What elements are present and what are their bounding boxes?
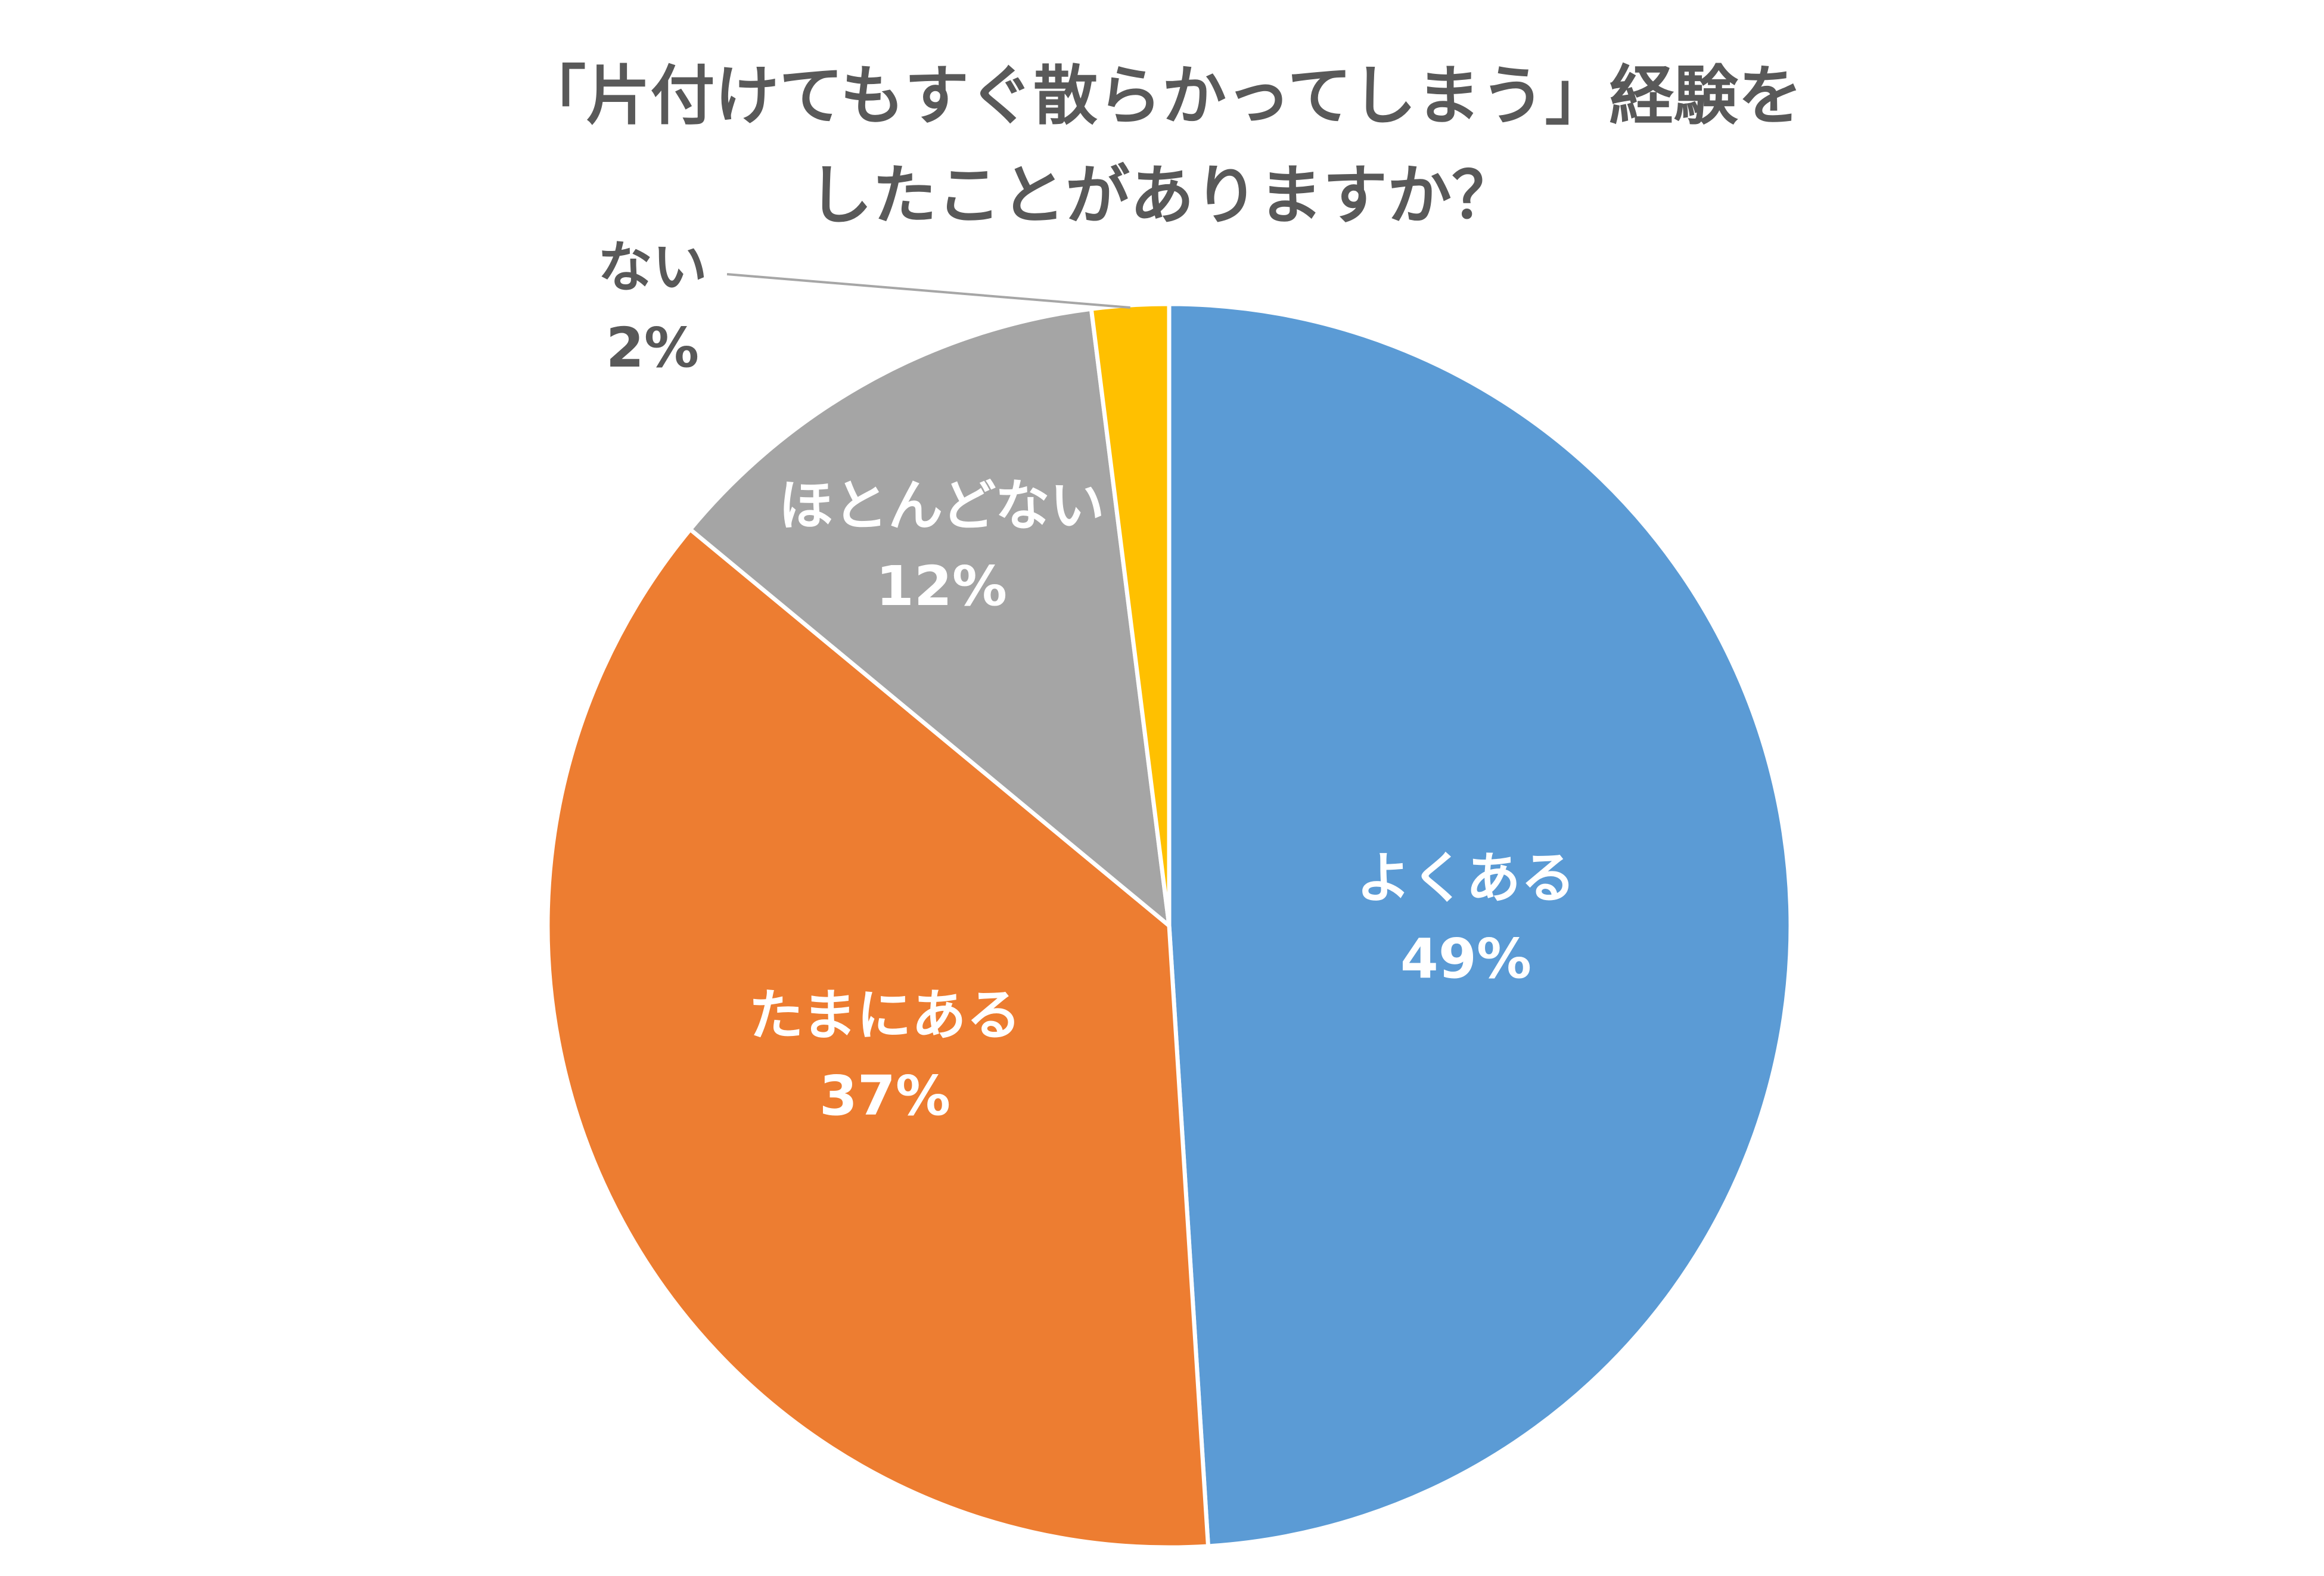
slice-value-label-4: 2% [606,316,699,380]
slice-label-3: ほとんどない [778,474,1104,538]
slice-value-label-1: 49% [1400,927,1531,991]
chart-title-line-1: 「片付けてもすぐ散らかってしまう」経験を [521,59,1802,134]
pie-slice-4 [1089,302,1172,928]
slice-value-label-2: 37% [819,1064,950,1128]
slice-value-label-3: 12% [876,554,1007,618]
pie-slices [545,302,1793,1550]
pie-slice-3 [688,306,1172,928]
slice-label-2: たまにある [748,984,1021,1047]
chart-title: 「片付けてもすぐ散らかってしまう」経験を したことがありますか？ [521,59,1802,233]
pie-slice-2 [545,527,1210,1550]
leader-lines [726,273,1130,309]
data-labels: よくある 49% たまにある 37% ほとんどない 12% ない 2% [598,235,1576,1128]
chart-title-line-2: したことがありますか？ [808,159,1516,233]
slice-label-4: ない [598,235,707,299]
pie-slice-1 [1167,302,1793,1549]
leader-line-4 [726,273,1130,309]
slice-label-1: よくある [1356,846,1576,910]
